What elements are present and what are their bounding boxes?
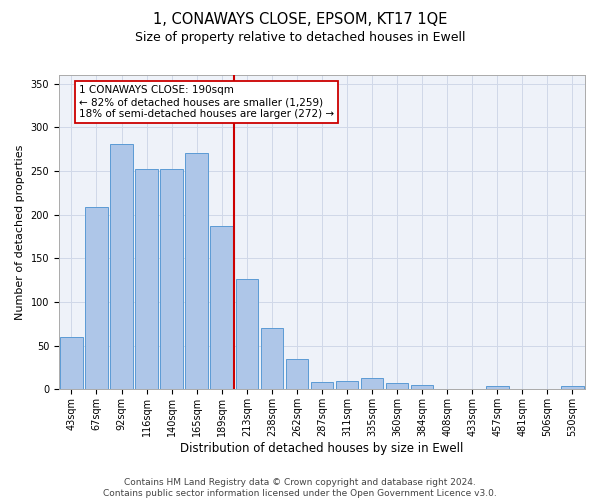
Bar xyxy=(511,388,533,390)
Bar xyxy=(260,328,283,390)
Bar xyxy=(311,382,333,390)
Bar xyxy=(461,388,484,390)
Bar xyxy=(185,152,208,390)
Text: 1, CONAWAYS CLOSE, EPSOM, KT17 1QE: 1, CONAWAYS CLOSE, EPSOM, KT17 1QE xyxy=(153,12,447,28)
Bar xyxy=(160,170,183,390)
Bar xyxy=(361,378,383,390)
Bar xyxy=(286,359,308,390)
Bar xyxy=(236,278,258,390)
Y-axis label: Number of detached properties: Number of detached properties xyxy=(15,144,25,320)
Bar xyxy=(85,207,108,390)
Bar xyxy=(561,386,584,390)
Bar xyxy=(136,170,158,390)
Text: 1 CONAWAYS CLOSE: 190sqm
← 82% of detached houses are smaller (1,259)
18% of sem: 1 CONAWAYS CLOSE: 190sqm ← 82% of detach… xyxy=(79,86,334,118)
Bar xyxy=(211,226,233,390)
Bar xyxy=(336,380,358,390)
Bar xyxy=(411,385,433,390)
Bar xyxy=(110,144,133,390)
Bar xyxy=(486,386,509,390)
Bar xyxy=(386,384,409,390)
Text: Contains HM Land Registry data © Crown copyright and database right 2024.
Contai: Contains HM Land Registry data © Crown c… xyxy=(103,478,497,498)
Bar xyxy=(60,337,83,390)
Text: Size of property relative to detached houses in Ewell: Size of property relative to detached ho… xyxy=(135,31,465,44)
X-axis label: Distribution of detached houses by size in Ewell: Distribution of detached houses by size … xyxy=(180,442,464,455)
Bar xyxy=(436,388,458,390)
